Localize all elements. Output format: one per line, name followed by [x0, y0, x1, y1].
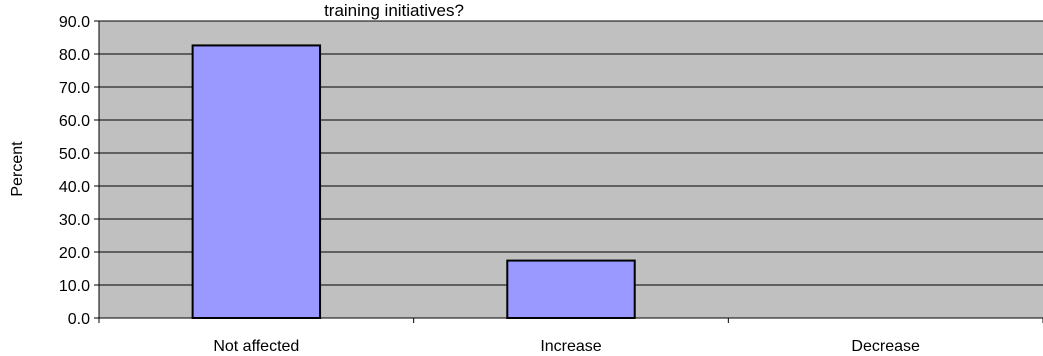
y-tick-label: 50.0 [59, 146, 90, 163]
bar [191, 44, 322, 319]
y-tick-label: 20.0 [59, 245, 90, 262]
y-axis-ticks: 0.0 10.0 20.0 30.0 40.0 50.0 60.0 70.0 80.0 90.0 [59, 14, 99, 328]
y-tick-label: 0.0 [68, 311, 90, 328]
bars [191, 44, 636, 319]
x-tick-label: Decrease [851, 338, 920, 355]
x-tick-label: Increase [540, 338, 601, 355]
y-tick-label: 90.0 [59, 14, 90, 31]
y-tick-label: 10.0 [59, 278, 90, 295]
y-tick-label: 80.0 [59, 47, 90, 64]
x-tick-label: Not affected [213, 338, 299, 355]
chart-title: training initiatives? [324, 1, 464, 20]
y-tick-label: 40.0 [59, 179, 90, 196]
axes [98, 21, 1043, 319]
y-tick-label: 70.0 [59, 80, 90, 97]
x-axis-ticks: Not affected Increase Decrease [98, 318, 1043, 355]
y-axis-title: Percent [9, 141, 26, 197]
y-tick-label: 60.0 [59, 113, 90, 130]
y-tick-label: 30.0 [59, 212, 90, 229]
bar [506, 259, 636, 319]
